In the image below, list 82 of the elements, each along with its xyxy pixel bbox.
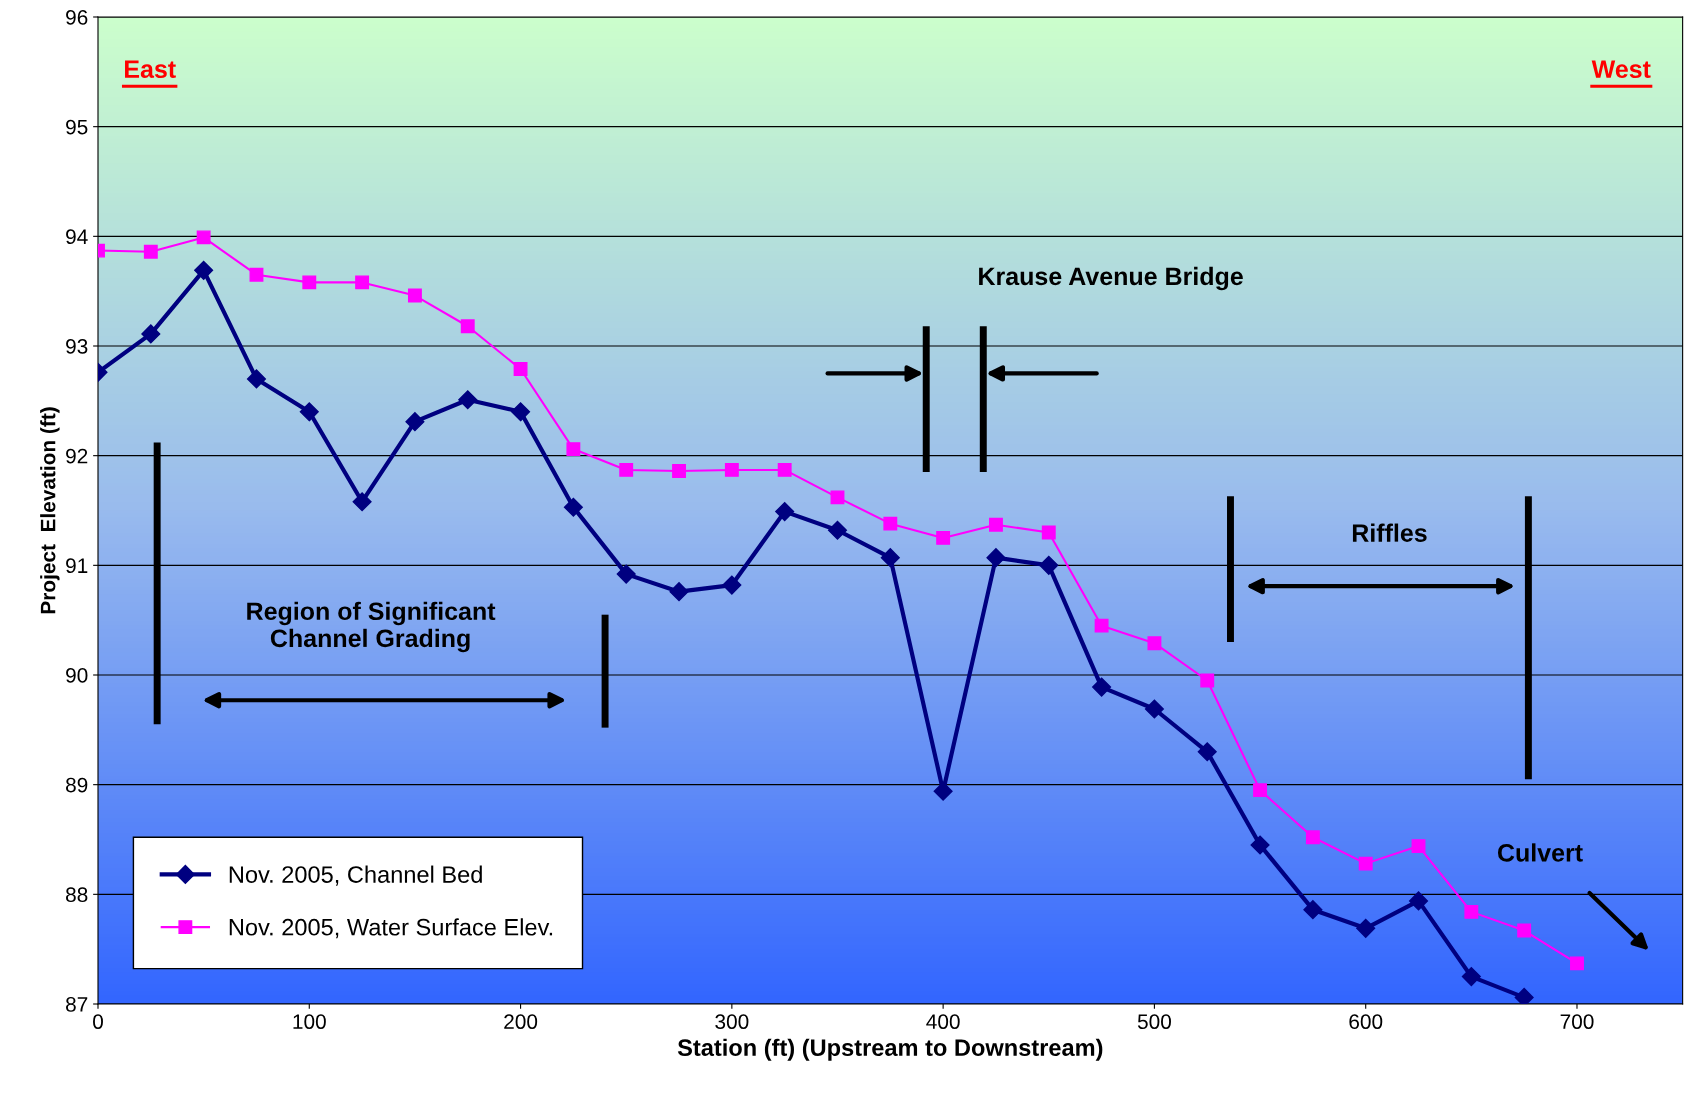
point — [880, 548, 900, 568]
point — [777, 462, 792, 477]
point — [1305, 830, 1320, 845]
legend-label: Nov. 2005, Channel Bed — [229, 865, 482, 886]
x-tick-label: 100 — [293, 1014, 326, 1030]
point — [566, 442, 581, 457]
annotation: East — [125, 60, 176, 78]
point — [458, 390, 478, 410]
point — [511, 402, 531, 422]
point — [563, 497, 583, 517]
point — [616, 564, 636, 584]
point — [196, 230, 211, 245]
y-tick-label: 93 — [66, 339, 88, 354]
point — [302, 275, 317, 290]
x-tick-label: 0 — [93, 1014, 103, 1030]
point — [1464, 904, 1479, 919]
y-tick-label: 87 — [66, 997, 88, 1012]
point — [1517, 923, 1532, 938]
y-tick-label: 89 — [66, 777, 88, 793]
point — [194, 260, 214, 280]
point — [775, 502, 795, 522]
point — [986, 548, 1006, 568]
y-tick-label: 90 — [66, 668, 88, 683]
point — [246, 369, 266, 389]
point — [672, 464, 686, 478]
y-tick-label: 91 — [66, 558, 88, 574]
point — [1358, 856, 1373, 871]
point — [1408, 891, 1429, 911]
x-tick-label: 500 — [1137, 1014, 1171, 1030]
annotation: West — [1591, 60, 1651, 78]
point — [1303, 900, 1323, 920]
point — [299, 402, 319, 422]
annotation: Culvert — [1497, 843, 1583, 862]
point — [1041, 525, 1056, 540]
point — [405, 412, 425, 432]
point — [1200, 673, 1215, 688]
point — [669, 582, 689, 602]
x-axis-title: Station (ft) (Upstream to Downstream) — [677, 1038, 1103, 1061]
point — [141, 324, 161, 344]
y-tick-label: 92 — [66, 448, 88, 464]
legend-label: Nov. 2005, Water Surface Elev. — [229, 918, 553, 939]
annotation: Krause Avenue Bridge — [979, 266, 1243, 291]
x-tick-label: 300 — [715, 1014, 749, 1030]
y-tick-label: 88 — [66, 887, 88, 903]
point — [1461, 967, 1481, 987]
x-tick-label: 200 — [504, 1014, 538, 1030]
point — [1356, 918, 1376, 938]
point — [724, 462, 739, 477]
point — [619, 462, 634, 477]
point — [989, 517, 1003, 532]
x-tick-label: 400 — [926, 1014, 960, 1030]
y-axis-title: Project Elevation (ft) — [40, 407, 60, 614]
point — [883, 516, 898, 531]
y-tick-label: 96 — [66, 10, 88, 25]
point — [1094, 618, 1109, 633]
point — [1039, 555, 1059, 575]
point — [1250, 835, 1270, 855]
point — [1253, 783, 1268, 798]
point — [1411, 839, 1426, 854]
x-tick-label: 700 — [1560, 1014, 1594, 1030]
y-tick-label: 95 — [66, 119, 88, 135]
point — [830, 490, 845, 505]
point — [1514, 987, 1534, 1004]
point — [352, 492, 372, 512]
annotation: Region of Significant Channel Grading — [247, 601, 496, 653]
point — [249, 267, 264, 282]
point — [143, 244, 158, 259]
point — [513, 362, 528, 376]
point — [722, 575, 742, 595]
point — [1570, 956, 1584, 971]
point — [1197, 742, 1217, 762]
point — [827, 520, 848, 540]
point — [355, 275, 370, 290]
point — [1092, 677, 1112, 697]
x-tick-label: 600 — [1349, 1014, 1383, 1030]
point — [407, 288, 422, 303]
point — [936, 530, 951, 545]
y-tick-label: 94 — [66, 229, 88, 245]
point — [1147, 636, 1162, 651]
point — [460, 319, 475, 334]
annotation: Riffles — [1352, 523, 1427, 542]
point — [1144, 699, 1164, 719]
